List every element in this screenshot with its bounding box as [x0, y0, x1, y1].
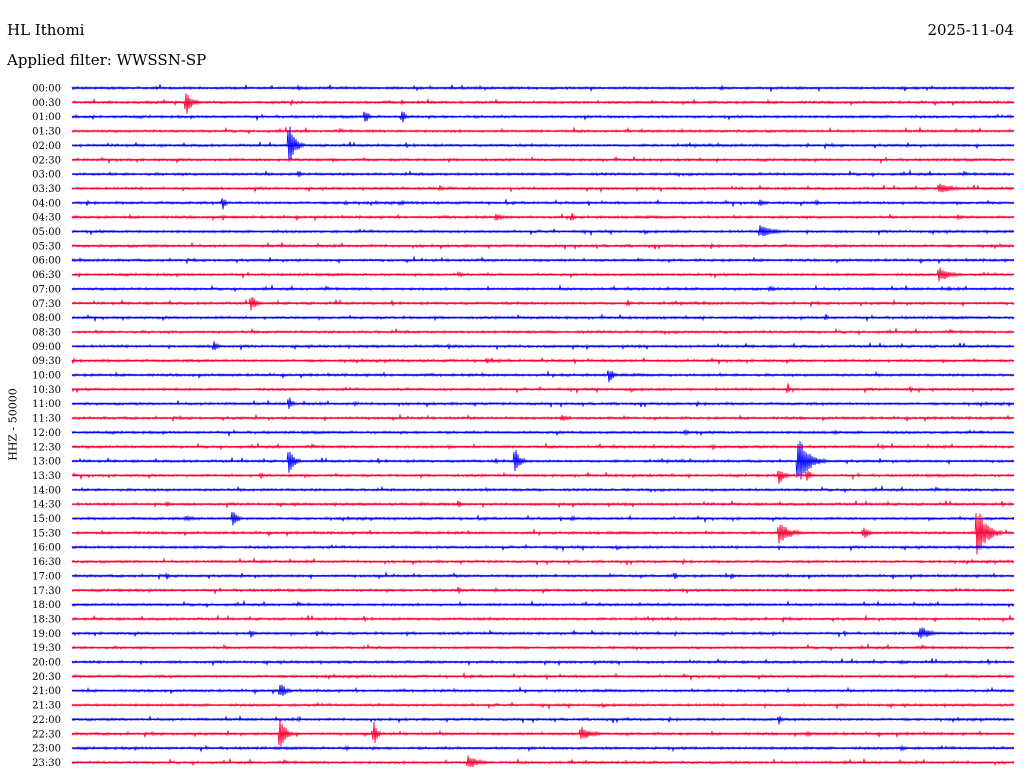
time-tick-label: 16:00	[32, 543, 61, 554]
time-tick-label: 12:30	[32, 442, 61, 453]
time-tick-label: 07:00	[32, 284, 61, 295]
time-tick-label: 16:30	[32, 557, 61, 568]
time-tick-label: 23:00	[32, 744, 61, 755]
trace-rows: 00:00 00:30 01:00 01:30 02:00 02:30 03:00 03:30…	[32, 83, 1015, 769]
time-tick-label: 17:30	[32, 586, 61, 597]
seismic-trace	[71, 470, 1015, 484]
seismic-trace	[71, 627, 1015, 639]
seismic-trace	[71, 599, 1015, 609]
seismic-trace	[71, 370, 1015, 383]
time-tick-label: 09:00	[32, 342, 61, 353]
seismic-trace	[71, 327, 1015, 336]
time-tick-label: 03:30	[32, 184, 61, 195]
time-tick-label: 14:00	[32, 485, 61, 496]
time-tick-label: 08:30	[32, 327, 61, 338]
time-tick-label: 20:30	[32, 672, 61, 683]
seismic-trace	[71, 441, 1015, 480]
seismic-trace	[71, 126, 1015, 162]
seismic-trace	[71, 212, 1015, 222]
seismic-trace	[71, 428, 1015, 438]
seismic-trace	[71, 255, 1015, 265]
time-tick-label: 02:00	[32, 141, 61, 152]
seismic-trace	[71, 225, 1015, 237]
time-tick-label: 08:00	[32, 313, 61, 324]
time-tick-label: 04:30	[32, 213, 61, 224]
time-tick-label: 03:00	[32, 170, 61, 181]
seismic-trace	[71, 198, 1015, 210]
time-tick-label: 05:30	[32, 241, 61, 252]
date-label: 2025-11-04	[927, 21, 1014, 39]
time-tick-label: 12:00	[32, 428, 61, 439]
time-tick-label: 20:00	[32, 658, 61, 669]
time-tick-label: 04:00	[32, 198, 61, 209]
time-tick-label: 01:30	[32, 127, 61, 138]
time-tick-label: 17:00	[32, 571, 61, 582]
time-tick-label: 06:30	[32, 270, 61, 281]
time-tick-label: 10:00	[32, 371, 61, 382]
seismic-trace	[71, 169, 1015, 178]
time-tick-label: 13:30	[32, 471, 61, 482]
time-tick-label: 23:30	[32, 758, 61, 769]
time-tick-label: 22:00	[32, 715, 61, 726]
time-tick-label: 21:30	[32, 701, 61, 712]
time-tick-label: 11:00	[32, 399, 61, 410]
time-tick-label: 00:00	[32, 84, 61, 95]
time-tick-label: 13:00	[32, 457, 61, 468]
seismic-trace	[71, 744, 1015, 753]
time-tick-label: 05:00	[32, 227, 61, 238]
time-tick-label: 19:30	[32, 643, 61, 654]
seismic-trace	[71, 719, 1015, 747]
time-tick-label: 21:00	[32, 686, 61, 697]
time-tick-label: 02:30	[32, 155, 61, 166]
time-tick-label: 22:30	[32, 729, 61, 740]
time-tick-label: 00:30	[32, 98, 61, 109]
time-tick-label: 09:30	[32, 356, 61, 367]
time-tick-label: 14:30	[32, 500, 61, 511]
seismic-trace	[71, 755, 1015, 768]
time-tick-label: 19:00	[32, 629, 61, 640]
seismic-trace	[71, 93, 1015, 114]
time-tick-label: 01:00	[32, 112, 61, 123]
seismic-trace	[71, 383, 1015, 395]
seismic-trace	[71, 341, 1015, 351]
time-tick-label: 07:30	[32, 299, 61, 310]
station-title: HL Ithomi	[7, 21, 85, 39]
time-tick-label: 10:30	[32, 385, 61, 396]
time-tick-label: 18:30	[32, 614, 61, 625]
filter-label: Applied filter: WWSSN-SP	[7, 51, 207, 69]
time-tick-label: 15:00	[32, 514, 61, 525]
seismic-trace	[71, 714, 1015, 725]
time-tick-label: 06:00	[32, 256, 61, 267]
time-tick-label: 15:30	[32, 528, 61, 539]
time-tick-label: 11:30	[32, 414, 61, 425]
time-tick-label: 18:00	[32, 600, 61, 611]
seismic-trace	[71, 614, 1015, 624]
